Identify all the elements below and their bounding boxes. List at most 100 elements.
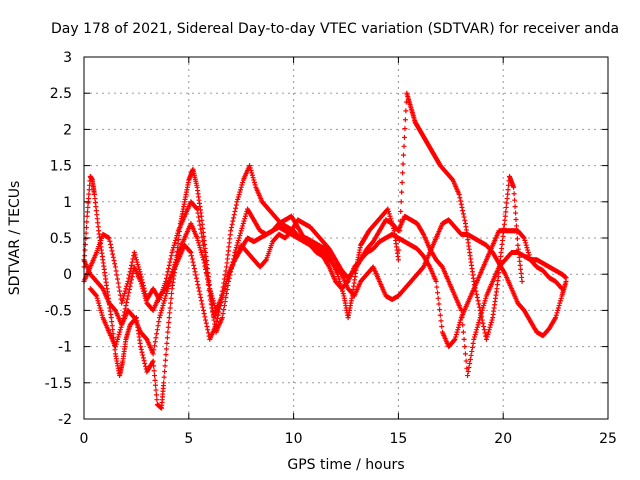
data-point — [503, 204, 509, 210]
data-point — [200, 307, 206, 313]
data-point — [460, 329, 466, 335]
data-point — [110, 251, 116, 257]
data-point — [198, 247, 204, 253]
data-point — [398, 199, 404, 205]
data-point — [240, 221, 246, 227]
data-point — [475, 298, 481, 304]
data-point — [242, 213, 248, 219]
data-point — [556, 303, 562, 309]
data-point — [127, 269, 133, 275]
x-axis-label: GPS time / hours — [287, 457, 404, 473]
data-point — [114, 339, 120, 345]
data-point — [511, 184, 517, 190]
data-point — [171, 242, 177, 248]
data-point — [151, 368, 157, 374]
data-point — [223, 281, 229, 287]
data-point — [135, 262, 141, 268]
data-point — [486, 329, 492, 335]
data-point — [152, 339, 158, 345]
data-point — [84, 219, 90, 225]
data-point — [235, 237, 241, 243]
data-point — [455, 327, 461, 333]
data-point — [197, 245, 203, 251]
data-point — [248, 167, 254, 173]
data-point — [207, 288, 213, 294]
data-point — [199, 252, 205, 258]
data-point — [385, 206, 391, 212]
data-point — [113, 341, 119, 347]
data-point — [108, 245, 114, 251]
data-point — [239, 182, 245, 188]
data-point — [121, 293, 127, 299]
data-point — [479, 310, 485, 316]
data-point — [469, 344, 475, 350]
data-point — [117, 327, 123, 333]
data-point — [473, 329, 479, 335]
data-point — [168, 253, 174, 259]
y-tick-label: -2 — [58, 412, 72, 428]
data-point — [200, 242, 206, 248]
data-point — [200, 238, 206, 244]
data-point — [438, 318, 444, 324]
data-point — [222, 299, 228, 305]
data-point — [563, 278, 569, 284]
data-point — [96, 300, 102, 306]
data-point — [142, 360, 148, 366]
data-point — [228, 228, 234, 234]
data-point — [488, 319, 494, 325]
data-point — [119, 298, 125, 304]
data-point — [168, 256, 174, 262]
data-point — [558, 295, 564, 301]
data-point — [399, 179, 405, 185]
data-point — [160, 303, 166, 309]
data-point — [126, 275, 132, 281]
data-point — [210, 295, 216, 301]
chart-title: Day 178 of 2021, Sidereal Day-to-day VTE… — [51, 21, 619, 37]
data-point — [136, 266, 142, 272]
data-point — [211, 317, 217, 323]
data-point — [513, 223, 519, 229]
data-point — [120, 295, 126, 301]
data-point — [166, 319, 172, 325]
y-tick-label: 2 — [63, 122, 72, 138]
data-point — [233, 202, 239, 208]
data-point — [459, 204, 465, 210]
data-point — [115, 280, 121, 286]
data-point — [483, 336, 489, 342]
data-point — [481, 300, 487, 306]
data-point — [194, 206, 200, 212]
data-point — [113, 268, 119, 274]
data-point — [462, 217, 468, 223]
data-point — [175, 252, 181, 258]
data-point — [198, 298, 204, 304]
data-point — [153, 387, 159, 393]
data-point — [198, 249, 204, 255]
data-point — [521, 235, 527, 241]
data-point — [125, 278, 131, 284]
data-point — [235, 194, 241, 200]
data-point — [128, 280, 134, 286]
data-point — [82, 247, 88, 253]
data-point — [200, 304, 206, 310]
data-point — [174, 254, 180, 260]
x-tick-label: 15 — [389, 431, 407, 447]
data-point — [112, 261, 118, 267]
data-point — [456, 192, 462, 198]
data-point — [153, 392, 159, 398]
data-point — [502, 213, 508, 219]
data-point — [166, 315, 172, 321]
data-point — [453, 332, 459, 338]
data-point — [201, 248, 207, 254]
data-point — [200, 254, 206, 260]
data-point — [173, 257, 179, 263]
data-point — [163, 275, 169, 281]
data-point — [458, 307, 464, 313]
data-point — [234, 199, 240, 205]
data-point — [465, 373, 471, 379]
data-point — [522, 237, 528, 243]
data-point — [86, 187, 92, 193]
data-point — [126, 272, 132, 278]
data-point — [196, 240, 202, 246]
data-point — [239, 225, 245, 231]
data-point — [220, 311, 226, 317]
